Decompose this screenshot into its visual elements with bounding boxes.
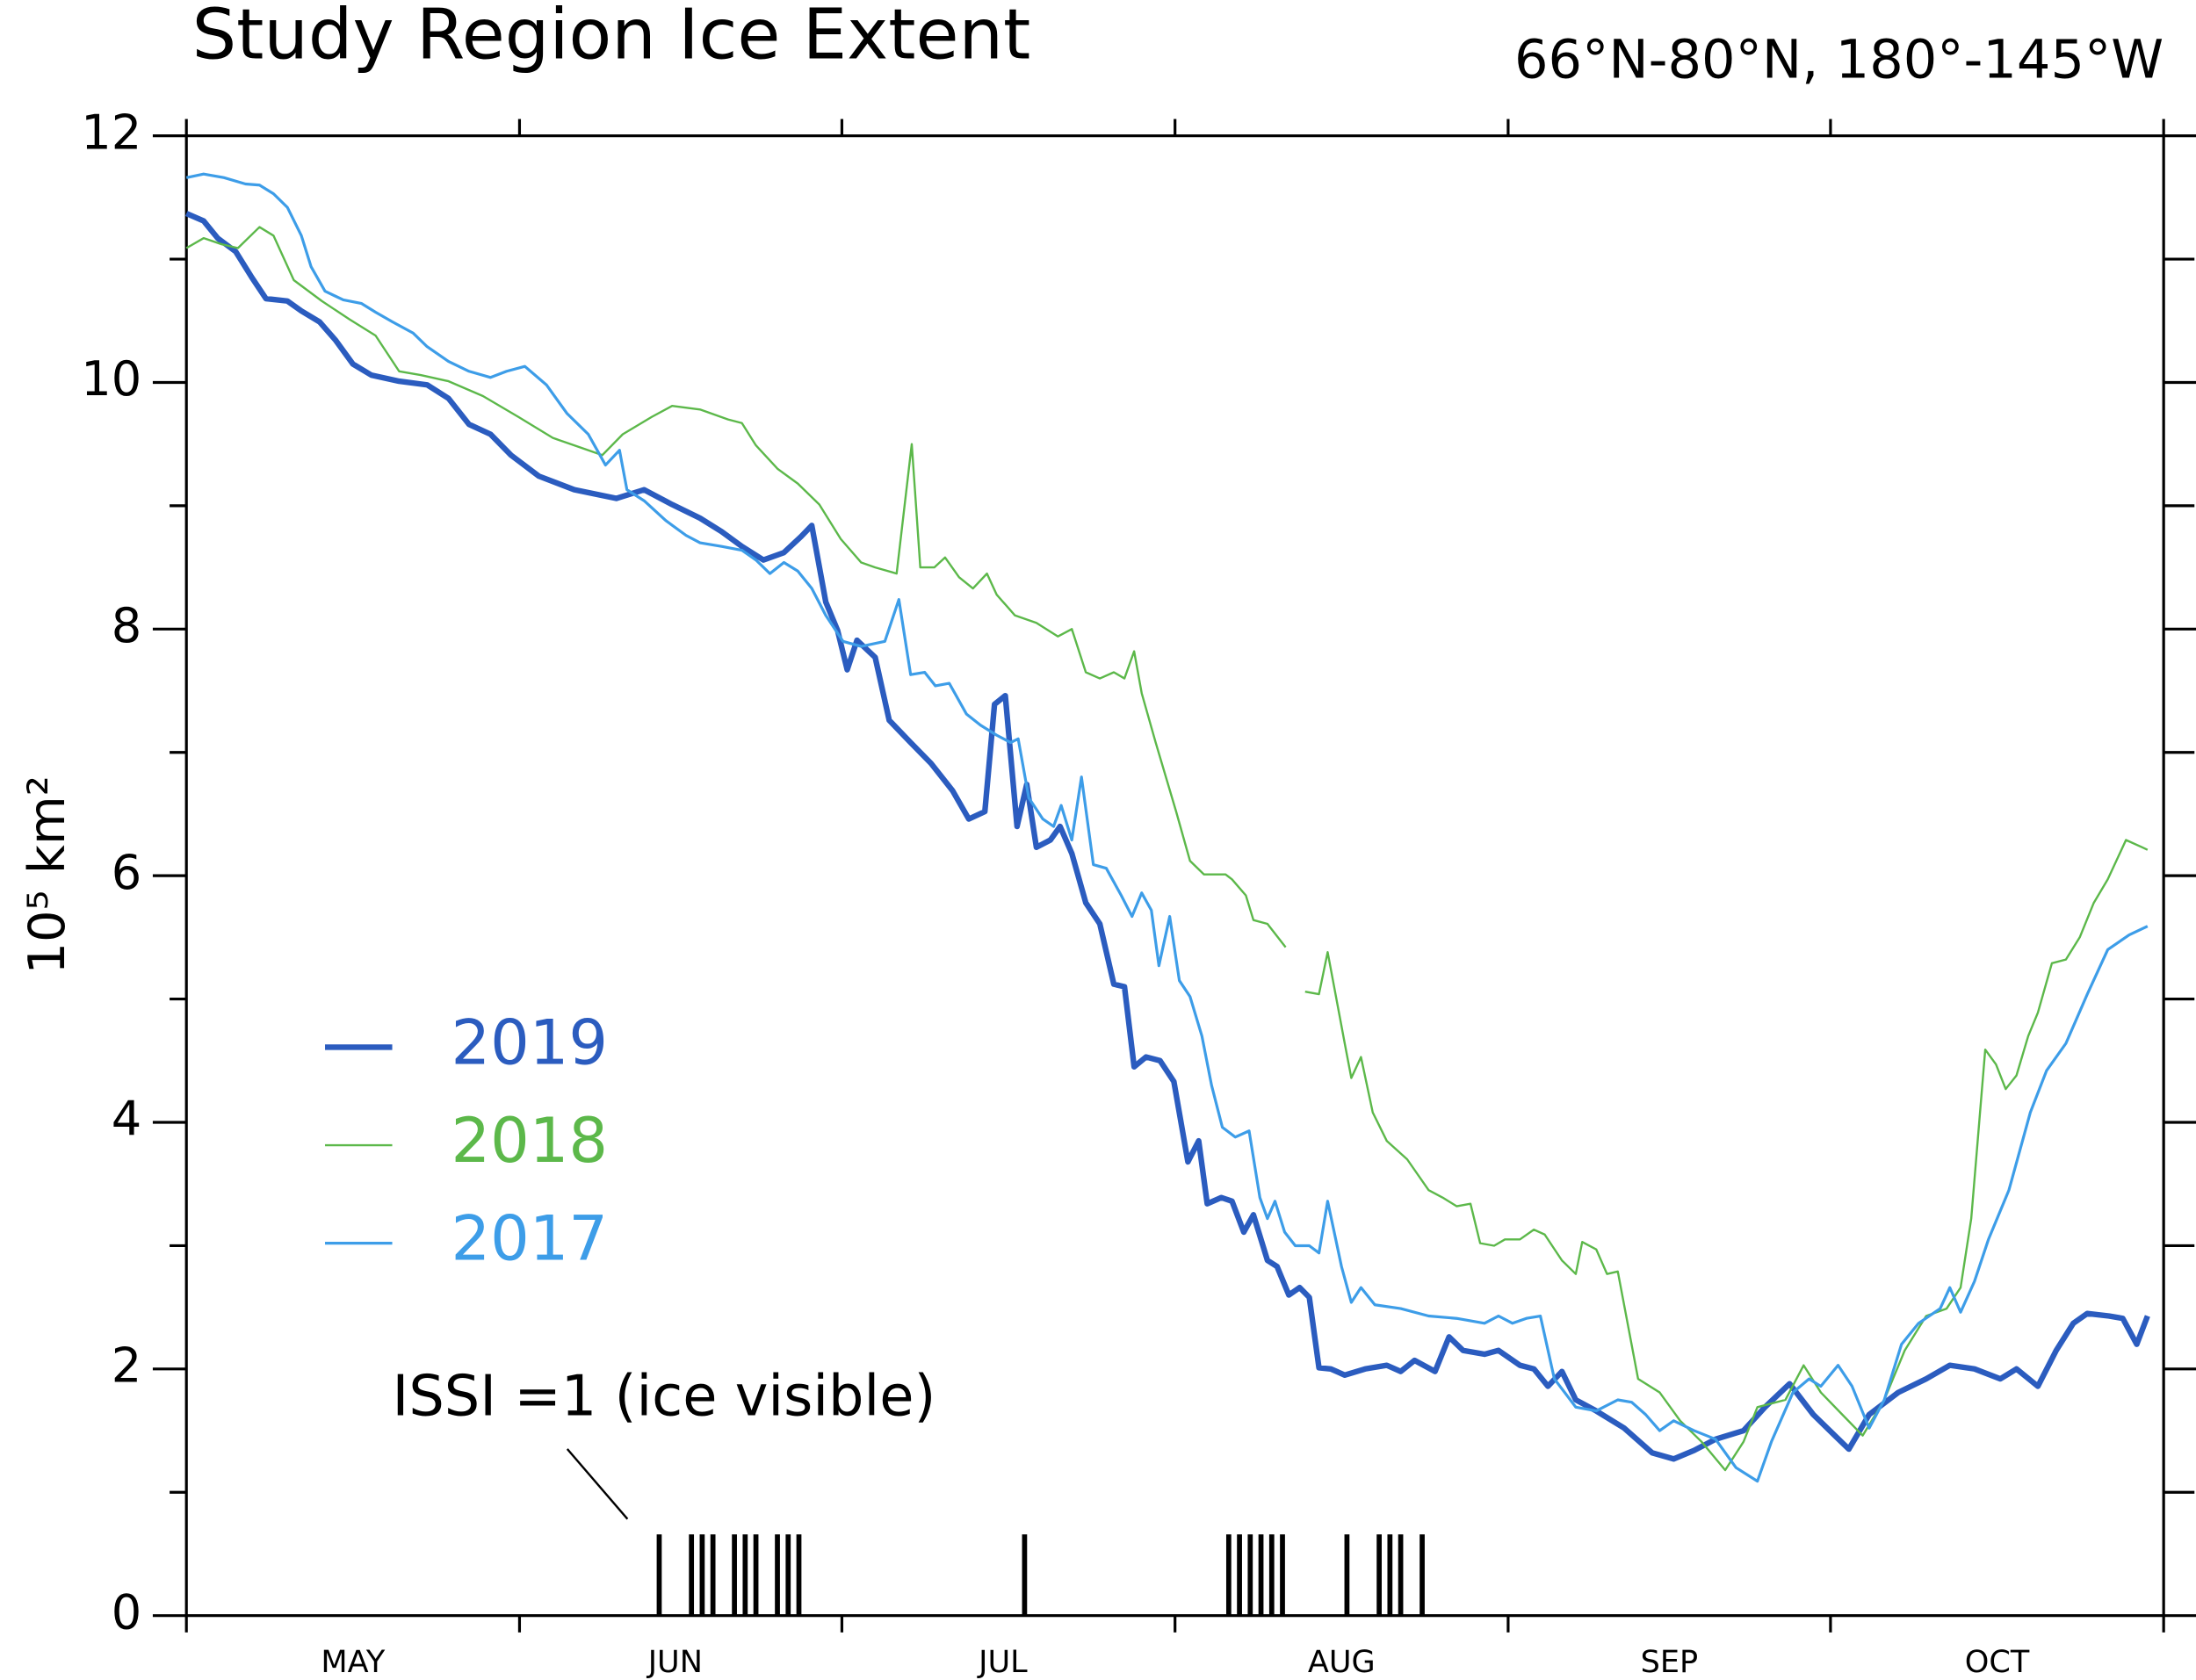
y-axis-label: 10⁵ km² [18, 775, 76, 974]
y-tick-label: 8 [112, 598, 141, 653]
series-line [185, 172, 2149, 1483]
issi-marker [796, 1534, 802, 1616]
chart-subtitle: 66°N-80°N, 180°-145°W [1514, 29, 2163, 90]
y-tick-label: 2 [112, 1338, 141, 1393]
x-tick-label: JUL [977, 1644, 1028, 1680]
chart-title: Study Region Ice Extent [192, 0, 1031, 76]
legend-label: 2017 [451, 1203, 607, 1275]
issi-marker [785, 1534, 791, 1616]
series-line [185, 226, 2149, 1472]
issi-marker [1258, 1534, 1264, 1616]
issi-label: ISSI =1 (ice visible) [393, 1365, 936, 1430]
x-tick-label: JUN [647, 1644, 703, 1680]
issi-marker [1398, 1534, 1404, 1616]
y-tick-label: 12 [81, 105, 141, 160]
y-tick-label: 10 [81, 351, 141, 407]
issi-marker [775, 1534, 780, 1616]
issi-marker [1225, 1534, 1232, 1616]
issi-marker [699, 1534, 705, 1616]
issi-marker [1387, 1534, 1393, 1616]
x-tick-label: SEP [1641, 1644, 1699, 1680]
issi-marker [1419, 1534, 1425, 1616]
issi-marker [1022, 1534, 1028, 1616]
y-tick-label: 0 [112, 1584, 141, 1640]
x-tick-label: MAY [321, 1644, 386, 1680]
y-tick-label: 6 [112, 845, 141, 900]
legend-label: 2019 [451, 1006, 607, 1078]
issi-marker [1247, 1534, 1253, 1616]
y-tick-label: 4 [112, 1092, 141, 1147]
issi-marker [742, 1534, 748, 1616]
issi-marker [1376, 1534, 1382, 1616]
issi-marker [689, 1534, 695, 1616]
issi-marker [1344, 1534, 1350, 1616]
issi-marker [1268, 1534, 1275, 1616]
x-tick-label: OCT [1965, 1644, 2030, 1680]
issi-marker [732, 1534, 737, 1616]
series-line [184, 211, 2150, 1462]
annotation-leader [566, 1448, 629, 1520]
x-tick-label: AUG [1308, 1644, 1376, 1680]
issi-marker [1237, 1534, 1242, 1616]
legend-label: 2018 [451, 1105, 607, 1177]
issi-marker [656, 1534, 662, 1616]
issi-marker [1280, 1534, 1285, 1616]
issi-marker [710, 1534, 716, 1616]
issi-marker [753, 1534, 759, 1616]
